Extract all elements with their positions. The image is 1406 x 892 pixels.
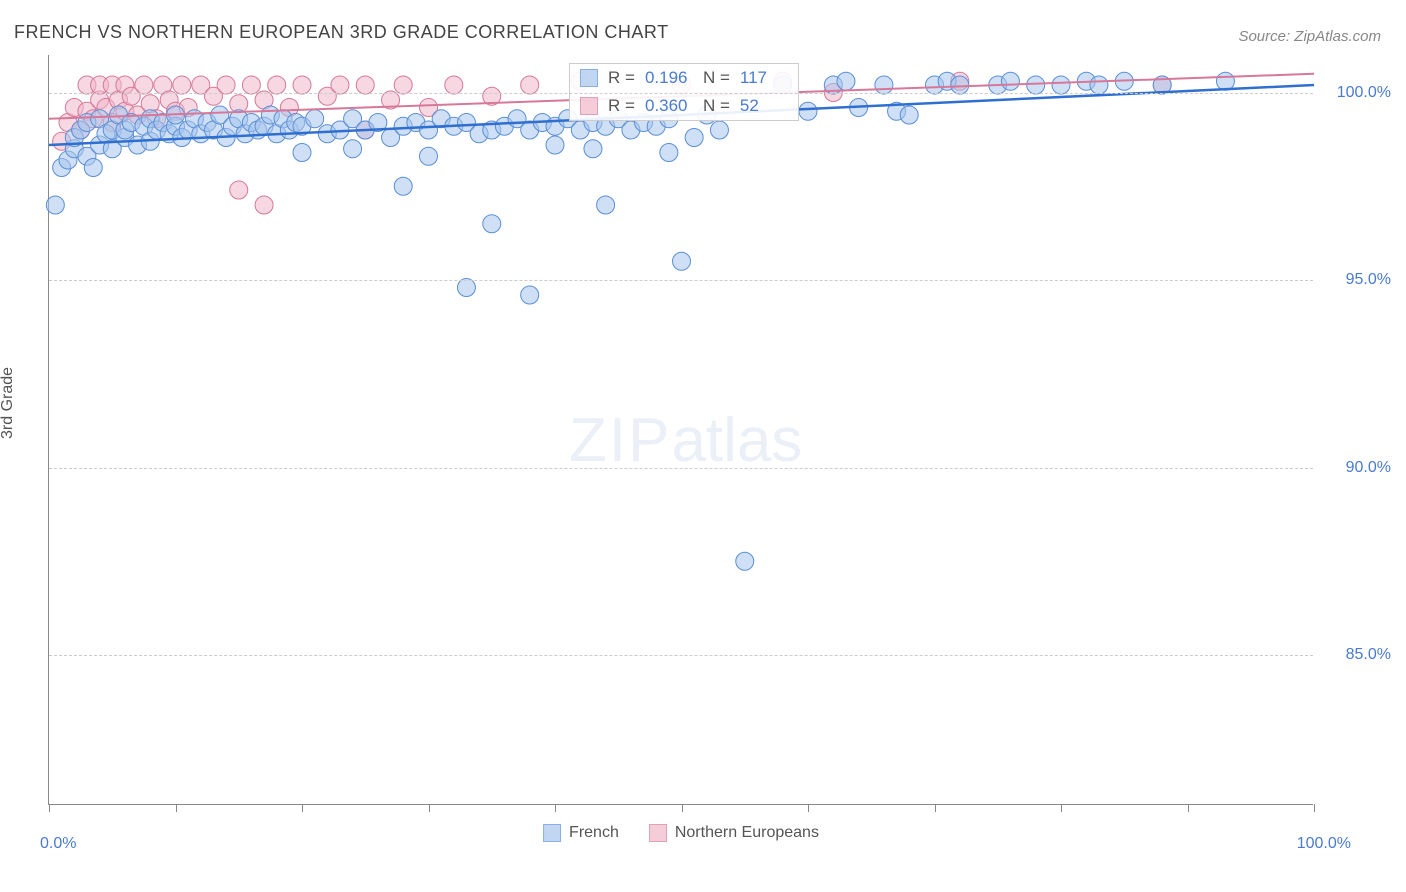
data-point xyxy=(356,76,374,94)
legend-item: Northern Europeans xyxy=(649,824,819,842)
data-point xyxy=(710,121,728,139)
stat-r-value: 0.360 xyxy=(645,96,693,116)
data-point xyxy=(951,76,969,94)
stats-row: R = 0.360 N = 52 xyxy=(570,92,798,120)
x-tick-mark xyxy=(682,804,683,812)
data-point xyxy=(546,136,564,154)
legend-label: French xyxy=(569,824,619,842)
x-tick-mark xyxy=(302,804,303,812)
x-tick-mark xyxy=(555,804,556,812)
x-tick-mark xyxy=(1061,804,1062,812)
gridline-h xyxy=(49,93,1313,94)
y-tick-label: 95.0% xyxy=(1321,271,1391,289)
chart-title: FRENCH VS NORTHERN EUROPEAN 3RD GRADE CO… xyxy=(14,22,669,43)
data-point xyxy=(445,76,463,94)
legend-label: Northern Europeans xyxy=(675,824,819,842)
legend-swatch xyxy=(649,824,667,842)
stat-n-value: 52 xyxy=(740,96,788,116)
series-legend: French Northern Europeans xyxy=(543,824,819,842)
data-point xyxy=(1090,76,1108,94)
stat-r-label: R = xyxy=(608,96,635,116)
data-point xyxy=(268,76,286,94)
x-tick-mark xyxy=(935,804,936,812)
stat-r-label: R = xyxy=(608,68,635,88)
x-tick-mark xyxy=(1188,804,1189,812)
y-axis-label: 3rd Grade xyxy=(0,367,17,439)
stats-row: R = 0.196 N = 117 xyxy=(570,64,798,92)
data-point xyxy=(1027,76,1045,94)
data-point xyxy=(84,159,102,177)
stat-n-label: N = xyxy=(703,96,730,116)
data-point xyxy=(394,76,412,94)
data-point xyxy=(242,76,260,94)
data-point xyxy=(875,76,893,94)
data-point xyxy=(394,177,412,195)
gridline-h xyxy=(49,468,1313,469)
y-tick-label: 100.0% xyxy=(1321,84,1391,102)
x-tick-mark xyxy=(176,804,177,812)
data-point xyxy=(685,129,703,147)
data-point xyxy=(736,552,754,570)
data-point xyxy=(660,144,678,162)
gridline-h xyxy=(49,655,1313,656)
x-tick-mark xyxy=(429,804,430,812)
data-point xyxy=(597,196,615,214)
data-point xyxy=(46,196,64,214)
data-point xyxy=(521,286,539,304)
data-point xyxy=(1001,72,1019,90)
y-tick-label: 90.0% xyxy=(1321,459,1391,477)
data-point xyxy=(217,76,235,94)
data-point xyxy=(420,147,438,165)
legend-swatch xyxy=(580,97,598,115)
gridline-h xyxy=(49,280,1313,281)
data-point xyxy=(331,76,349,94)
legend-swatch xyxy=(543,824,561,842)
x-tick-mark xyxy=(49,804,50,812)
chart-source: Source: ZipAtlas.com xyxy=(1238,28,1381,45)
data-point xyxy=(344,140,362,158)
x-tick-mark xyxy=(1314,804,1315,812)
legend-item: French xyxy=(543,824,619,842)
data-point xyxy=(457,279,475,297)
y-tick-label: 85.0% xyxy=(1321,646,1391,664)
x-axis-min-label: 0.0% xyxy=(40,835,76,853)
plot-area: ZIPatlas R =0.196N =117R =0.360N =52 Fre… xyxy=(48,55,1313,805)
data-point xyxy=(521,76,539,94)
data-point xyxy=(1216,72,1234,90)
data-point xyxy=(306,110,324,128)
data-point xyxy=(584,140,602,158)
data-point xyxy=(173,76,191,94)
stat-n-label: N = xyxy=(703,68,730,88)
stat-r-value: 0.196 xyxy=(645,68,693,88)
data-point xyxy=(293,144,311,162)
data-point xyxy=(673,252,691,270)
data-point xyxy=(293,76,311,94)
data-point xyxy=(230,181,248,199)
stat-n-value: 117 xyxy=(740,68,788,88)
data-point xyxy=(900,106,918,124)
data-point xyxy=(1052,76,1070,94)
data-point xyxy=(799,102,817,120)
x-axis-max-label: 100.0% xyxy=(1297,835,1351,853)
legend-swatch xyxy=(580,69,598,87)
scatter-svg xyxy=(49,55,1314,805)
data-point xyxy=(135,76,153,94)
data-point xyxy=(483,215,501,233)
x-tick-mark xyxy=(808,804,809,812)
data-point xyxy=(837,72,855,90)
data-point xyxy=(255,196,273,214)
